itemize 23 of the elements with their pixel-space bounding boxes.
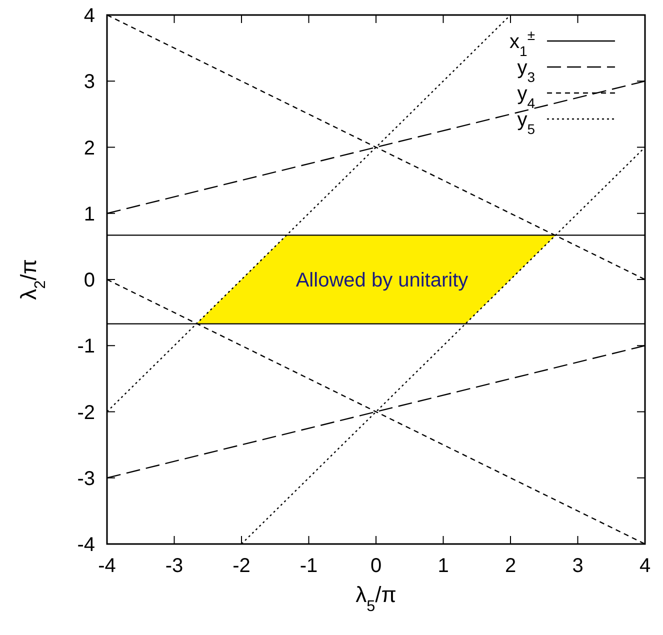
x-tick-label: 2 <box>504 555 516 577</box>
x-tick-label: -4 <box>98 555 116 577</box>
x-tick-label: -1 <box>300 555 318 577</box>
x-tick-label: 1 <box>438 555 449 577</box>
x-tick-label: 3 <box>572 555 584 577</box>
y-tick-label: 1 <box>84 203 95 226</box>
y-tick-label: 2 <box>84 137 95 160</box>
y-tick-label: -3 <box>77 468 95 490</box>
x-tick-label: 4 <box>639 555 651 577</box>
annotation: Allowed by unitarity <box>296 270 468 292</box>
y-tick-label: -2 <box>77 402 95 424</box>
y-tick-label: -4 <box>77 534 95 556</box>
y-tick-label: 0 <box>84 270 95 292</box>
y-tick-label: 4 <box>84 5 95 27</box>
x-tick-label: -2 <box>232 555 250 577</box>
y-tick-label: -1 <box>77 336 95 358</box>
x-tick-label: 0 <box>370 555 382 577</box>
y-tick-label: 3 <box>84 71 95 94</box>
legend-label: y$_{3}$ <box>517 57 536 85</box>
legend-label: y$_{5}$ <box>517 109 536 137</box>
legend-label: y$_{4}$ <box>517 83 536 111</box>
x-axis-title: λ$_{5}$/π <box>356 582 396 614</box>
x-tick-label: -3 <box>165 555 184 577</box>
